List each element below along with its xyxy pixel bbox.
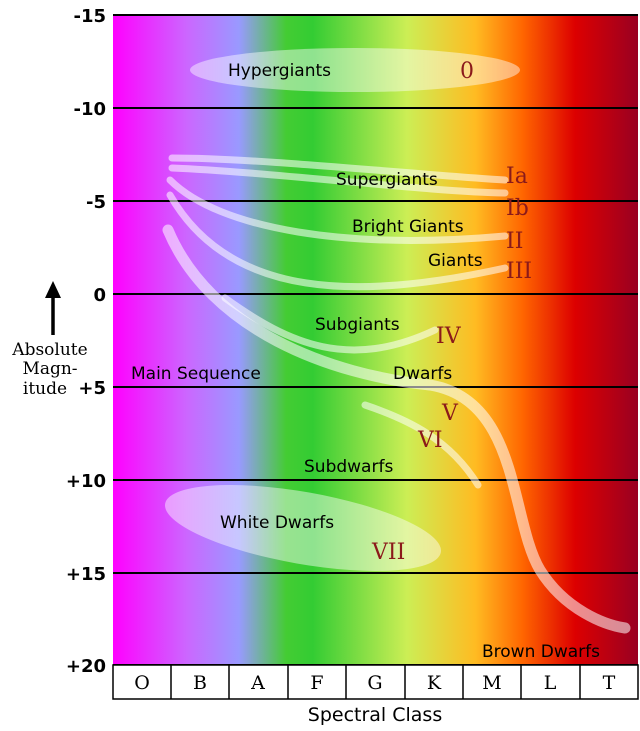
brown-dwarfs-label: Brown Dwarfs [482, 642, 600, 662]
subgiants-class-label: IV [436, 324, 462, 349]
y-tick-label: +15 [66, 564, 106, 585]
subdwarfs-class-label: VI [417, 428, 443, 453]
spectral-class-label: A [250, 672, 265, 694]
y-tick-label: +5 [78, 378, 106, 399]
spectral-class-label: F [310, 672, 323, 694]
subgiants-label: Subgiants [315, 315, 400, 335]
dwarfs-label: Dwarfs [393, 364, 452, 384]
bright-giants-class-label: II [506, 229, 523, 254]
y-tick-label: +10 [66, 471, 106, 492]
spectral-class-label: K [427, 672, 442, 694]
subgiants-band [221, 294, 439, 354]
hypergiants-class-label: 0 [460, 59, 474, 84]
y-axis-label-line: Magn- [22, 359, 77, 379]
spectral-class-label: L [544, 672, 557, 694]
up-arrow-icon [45, 281, 61, 335]
main-sequence-band [162, 224, 631, 634]
white-dwarfs-label: White Dwarfs [220, 513, 334, 533]
supergiants-ia-class-label: Ia [506, 164, 528, 189]
supergiants-label: Supergiants [336, 170, 438, 190]
y-axis-label-line: Absolute [11, 340, 87, 360]
white-dwarfs-region [164, 485, 442, 571]
giants-class-label: III [506, 259, 532, 284]
subdwarfs-label: Subdwarfs [304, 457, 393, 477]
x-axis-title: Spectral Class [308, 704, 442, 726]
giants-band [166, 191, 509, 291]
main-sequence-label: Main Sequence [131, 364, 261, 384]
spectral-class-label: B [193, 672, 207, 694]
spectrum-background [113, 15, 638, 665]
white-dwarfs-class-label: VII [371, 540, 405, 565]
subdwarfs-band [361, 401, 482, 489]
spectral-class-label: T [603, 672, 616, 694]
spectral-class-label: M [482, 672, 501, 694]
dwarfs-class-label: V [441, 401, 459, 426]
hypergiants-label: Hypergiants [228, 61, 331, 81]
spectral-class-label: G [367, 672, 382, 694]
y-tick-label: +20 [66, 656, 106, 677]
bright-giants-label: Bright Giants [352, 217, 464, 237]
y-axis-label-line: itude [23, 379, 67, 399]
y-tick-label: -10 [73, 99, 106, 120]
supergiants-ia-band [168, 154, 509, 184]
spectral-class-axis [112, 664, 639, 700]
supergiants-ib-class-label: Ib [506, 196, 529, 221]
y-tick-label: -5 [86, 192, 106, 213]
y-tick-label: -15 [73, 6, 106, 27]
y-tick-label: 0 [93, 285, 106, 306]
bright-giants-band [166, 176, 509, 244]
giants-label: Giants [428, 251, 483, 271]
spectral-class-label: O [134, 672, 150, 694]
hypergiants-region [190, 48, 520, 92]
supergiants-ib-band [168, 164, 509, 197]
